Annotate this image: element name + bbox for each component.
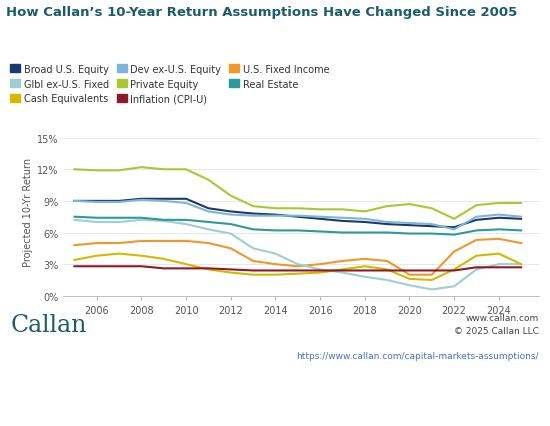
Legend: Broad U.S. Equity, Glbl ex-U.S. Fixed, Cash Equivalents, Dev ex-U.S. Equity, Pri: Broad U.S. Equity, Glbl ex-U.S. Fixed, C… <box>10 64 329 104</box>
Text: How Callan’s 10-Year Return Assumptions Have Changed Since 2005: How Callan’s 10-Year Return Assumptions … <box>6 6 517 19</box>
Y-axis label: Projected 10-Yr Return: Projected 10-Yr Return <box>23 158 32 266</box>
Text: © 2025 Callan LLC: © 2025 Callan LLC <box>454 326 539 335</box>
Text: https://www.callan.com/capital-markets-assumptions/: https://www.callan.com/capital-markets-a… <box>296 351 539 360</box>
Text: www.callan.com: www.callan.com <box>466 313 539 322</box>
Text: Callan: Callan <box>11 313 87 336</box>
